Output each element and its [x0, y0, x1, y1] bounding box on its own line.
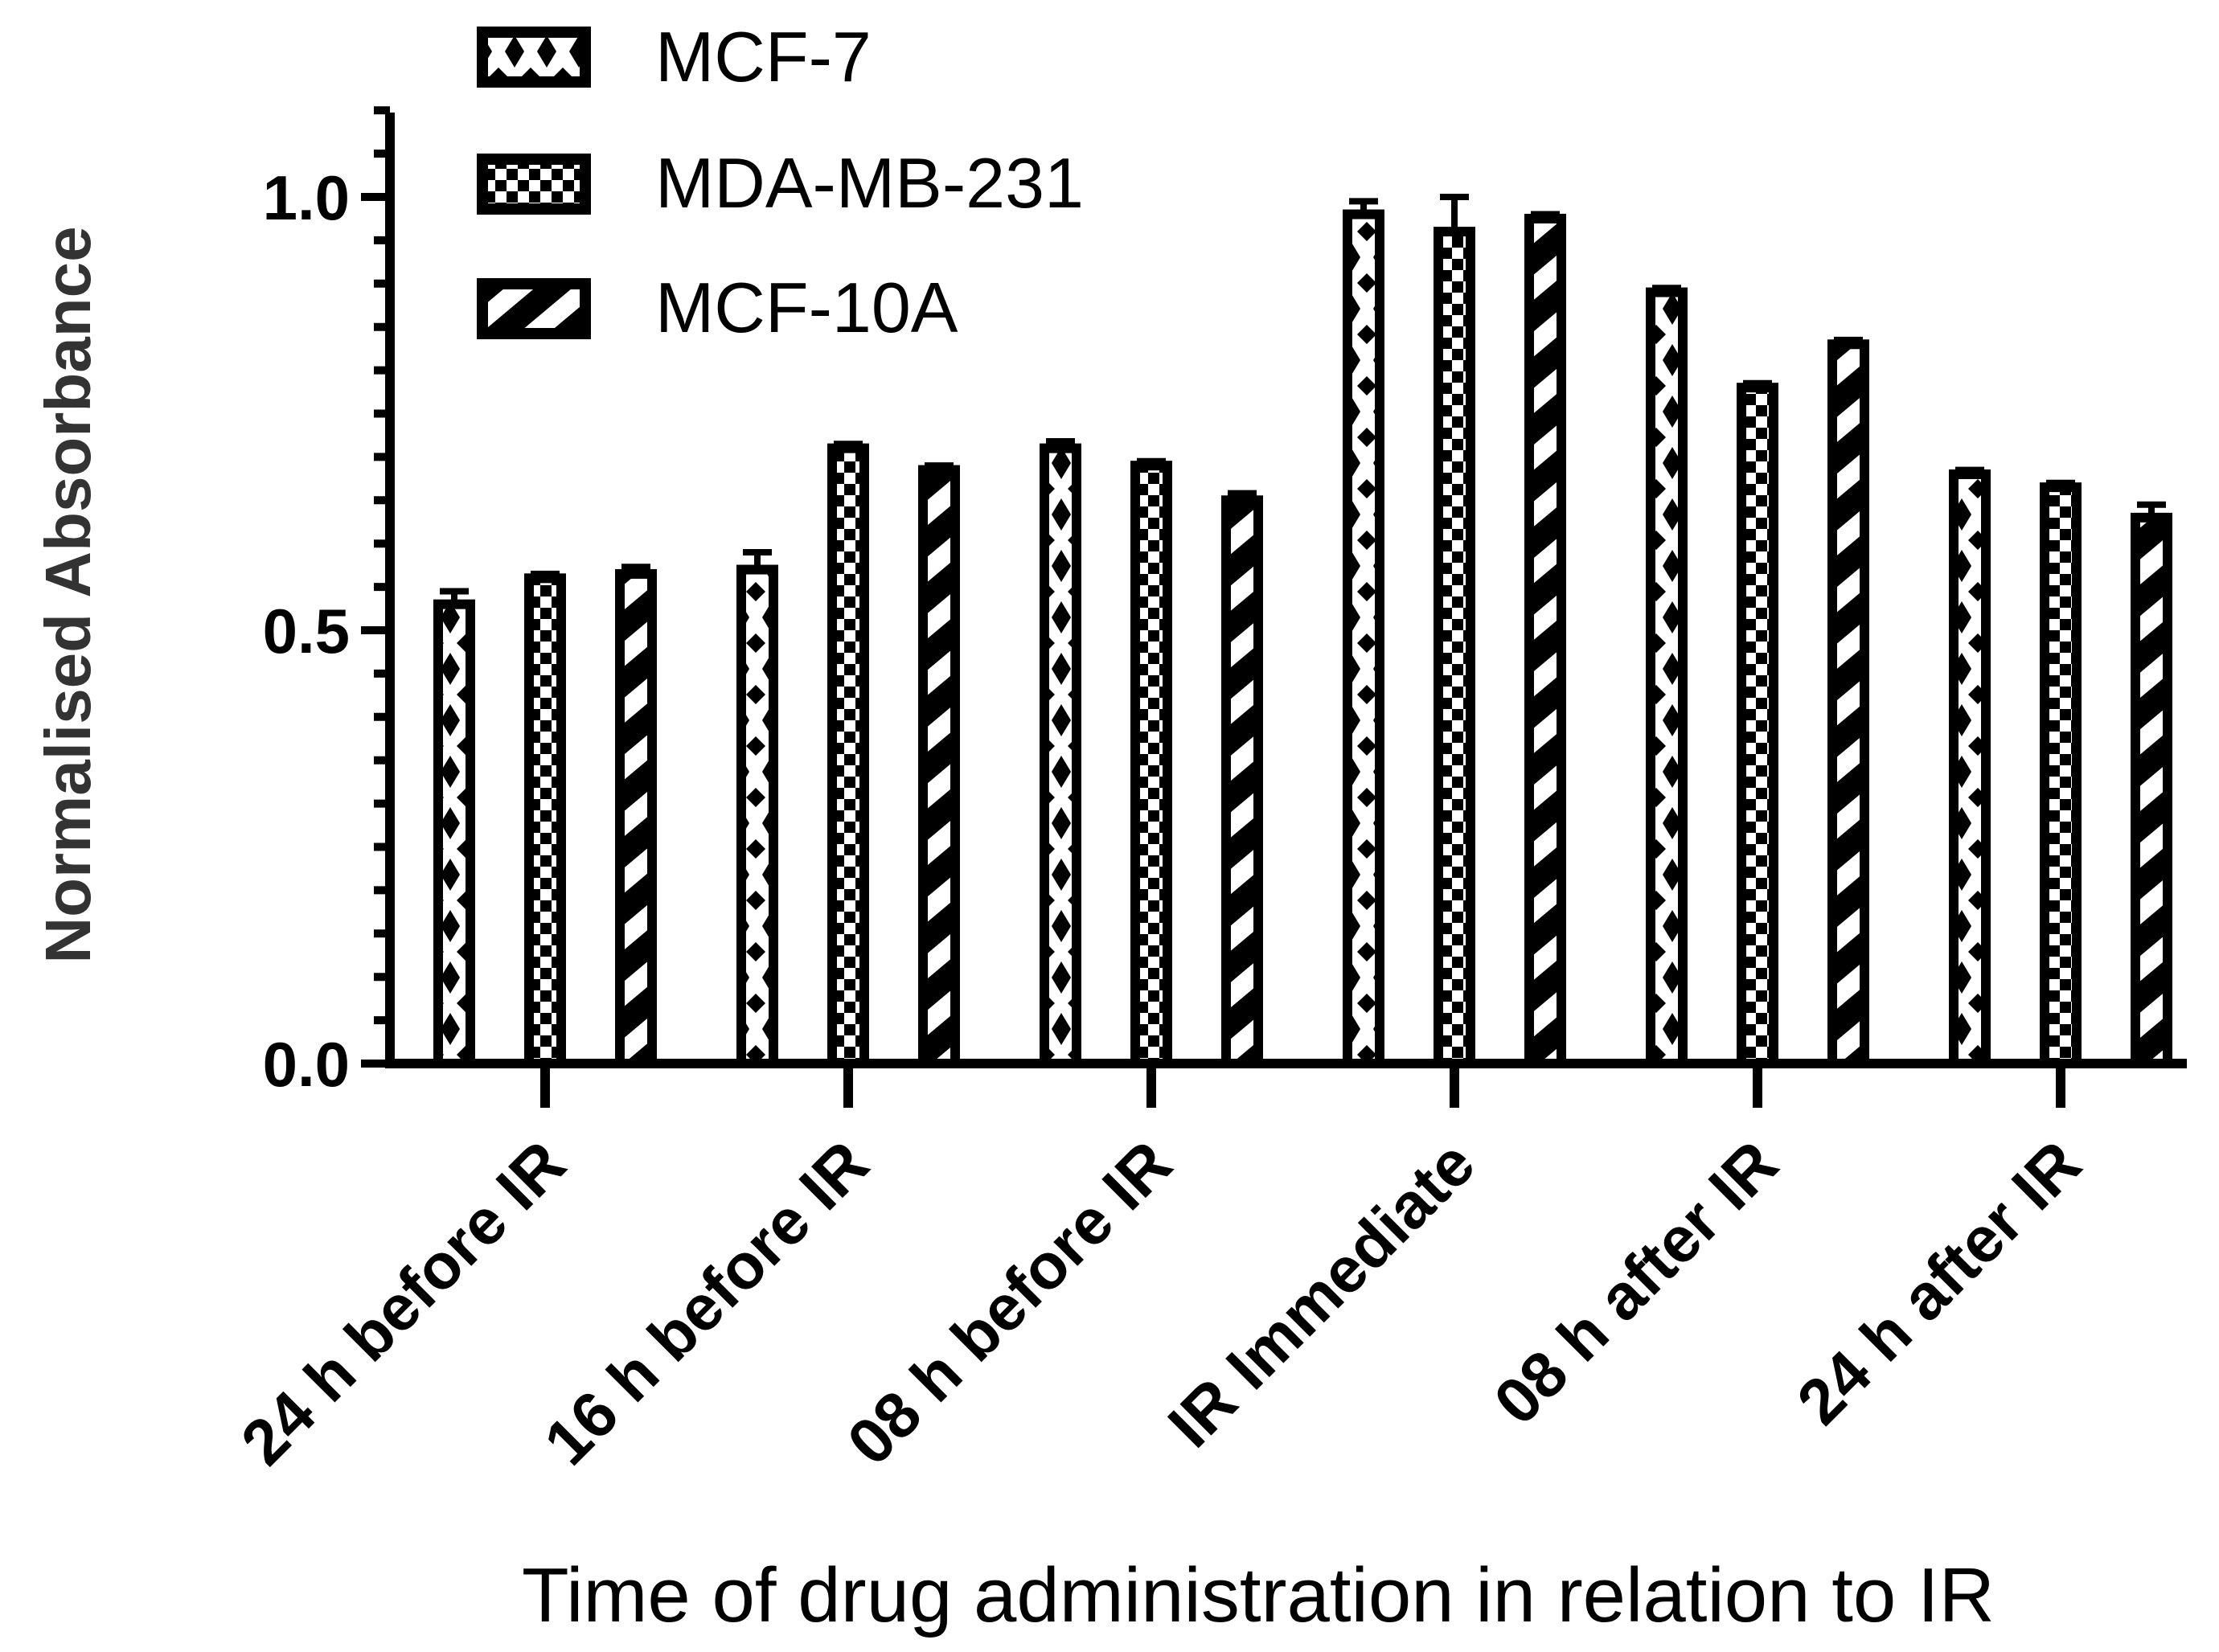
bar — [1221, 495, 1263, 1068]
bar — [1949, 469, 1991, 1068]
y-tick-label: 1.0 — [263, 162, 350, 233]
legend-swatch-mda — [477, 154, 591, 215]
bar — [524, 573, 566, 1068]
x-tick-label: 16 h before IR — [531, 1127, 882, 1478]
bar — [1343, 209, 1384, 1068]
y-axis-title: Normalised Absorbance — [32, 226, 104, 963]
x-tick-label: IR Immediate — [1155, 1127, 1488, 1461]
y-tick-label: 0.0 — [263, 1029, 350, 1100]
bar — [1827, 339, 1869, 1068]
bar — [1737, 383, 1778, 1069]
y-ticks-group: 0.0 0.5 1.0 — [263, 106, 390, 1100]
legend-item-mcf7: MCF-7 — [477, 17, 872, 96]
bar — [2131, 512, 2172, 1068]
bar-group — [736, 441, 960, 1068]
bar — [1524, 213, 1566, 1069]
legend-label-mda: MDA-MB-231 — [655, 143, 1084, 223]
x-tick-label: 08 h after IR — [1480, 1127, 1791, 1438]
bar-group — [1646, 285, 1869, 1069]
bar — [1130, 461, 1172, 1068]
bar — [433, 599, 475, 1068]
bar — [1040, 443, 1081, 1068]
legend-item-mcf10a: MCF-10A — [477, 268, 958, 347]
x-tick-label: 24 h after IR — [1783, 1127, 2094, 1438]
bar — [615, 568, 657, 1068]
x-axis-title: Time of drug administration in relation … — [522, 1552, 1995, 1638]
bar — [1646, 287, 1688, 1068]
bar — [2040, 482, 2082, 1068]
bar — [736, 564, 778, 1068]
bar-group — [1343, 194, 1566, 1069]
bar — [1434, 227, 1475, 1068]
bar — [827, 443, 869, 1068]
bar-group — [433, 564, 657, 1068]
legend-item-mda: MDA-MB-231 — [477, 143, 1084, 223]
x-tick-label: 08 h before IR — [834, 1127, 1185, 1478]
bar-group — [1949, 466, 2172, 1068]
bar-group — [1040, 437, 1263, 1068]
legend-label-mcf10a: MCF-10A — [655, 268, 958, 347]
legend-swatch-mcf7 — [477, 27, 591, 88]
legend-swatch-mcf10a — [477, 278, 591, 339]
bar — [918, 465, 960, 1068]
x-tick-label: 24 h before IR — [228, 1127, 579, 1478]
legend-label-mcf7: MCF-7 — [655, 17, 872, 96]
y-tick-label: 0.5 — [263, 596, 350, 666]
legend: MCF-7 MDA-MB-231 MCF-10A — [477, 17, 1084, 347]
